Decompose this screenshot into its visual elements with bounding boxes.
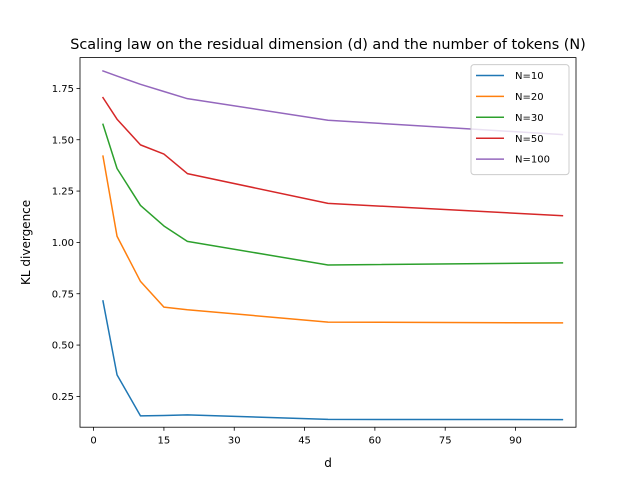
legend-label: N=50: [515, 134, 544, 145]
y-axis-label: KL divergence: [19, 200, 33, 285]
series-line-2: [102, 155, 564, 324]
series-line-1: [102, 300, 564, 421]
y-tick-label: 1.50: [52, 135, 74, 146]
x-tick-label: 0: [90, 436, 96, 447]
y-tick-label: 0.50: [52, 341, 74, 352]
legend-label: N=30: [515, 113, 544, 124]
y-axis-ticks: 0.25 0.50 0.75 1.00 1.25 1.50 1.75: [52, 84, 80, 403]
legend-label: N=10: [515, 71, 544, 82]
x-tick-label: 60: [369, 436, 382, 447]
legend-label: N=20: [515, 92, 544, 103]
x-tick-label: 45: [298, 436, 311, 447]
y-tick-label: 1.25: [52, 187, 74, 198]
series-line-5: [102, 69, 564, 136]
y-tick-label: 1.75: [52, 84, 74, 95]
chart-title: Scaling law on the residual dimension (d…: [70, 37, 586, 53]
x-tick-label: 30: [228, 436, 241, 447]
x-tick-label: 90: [509, 436, 522, 447]
x-tick-label: 75: [439, 436, 452, 447]
legend: N=10 N=20 N=30 N=50 N=100: [470, 64, 570, 176]
series-line-3: [102, 123, 564, 266]
y-tick-label: 0.75: [52, 289, 74, 300]
x-axis-ticks: 0 15 30 45 60 75 90: [90, 427, 522, 447]
x-axis-label: d: [324, 456, 332, 470]
y-tick-label: 1.00: [52, 238, 74, 249]
legend-box: [470, 64, 570, 176]
legend-label: N=100: [515, 155, 550, 166]
legend-items: N=10 N=20 N=30 N=50 N=100: [476, 71, 550, 166]
x-tick-label: 15: [158, 436, 171, 447]
series-layer: [101, 69, 564, 421]
series-line-4: [101, 96, 564, 217]
y-tick-label: 0.25: [52, 392, 74, 403]
